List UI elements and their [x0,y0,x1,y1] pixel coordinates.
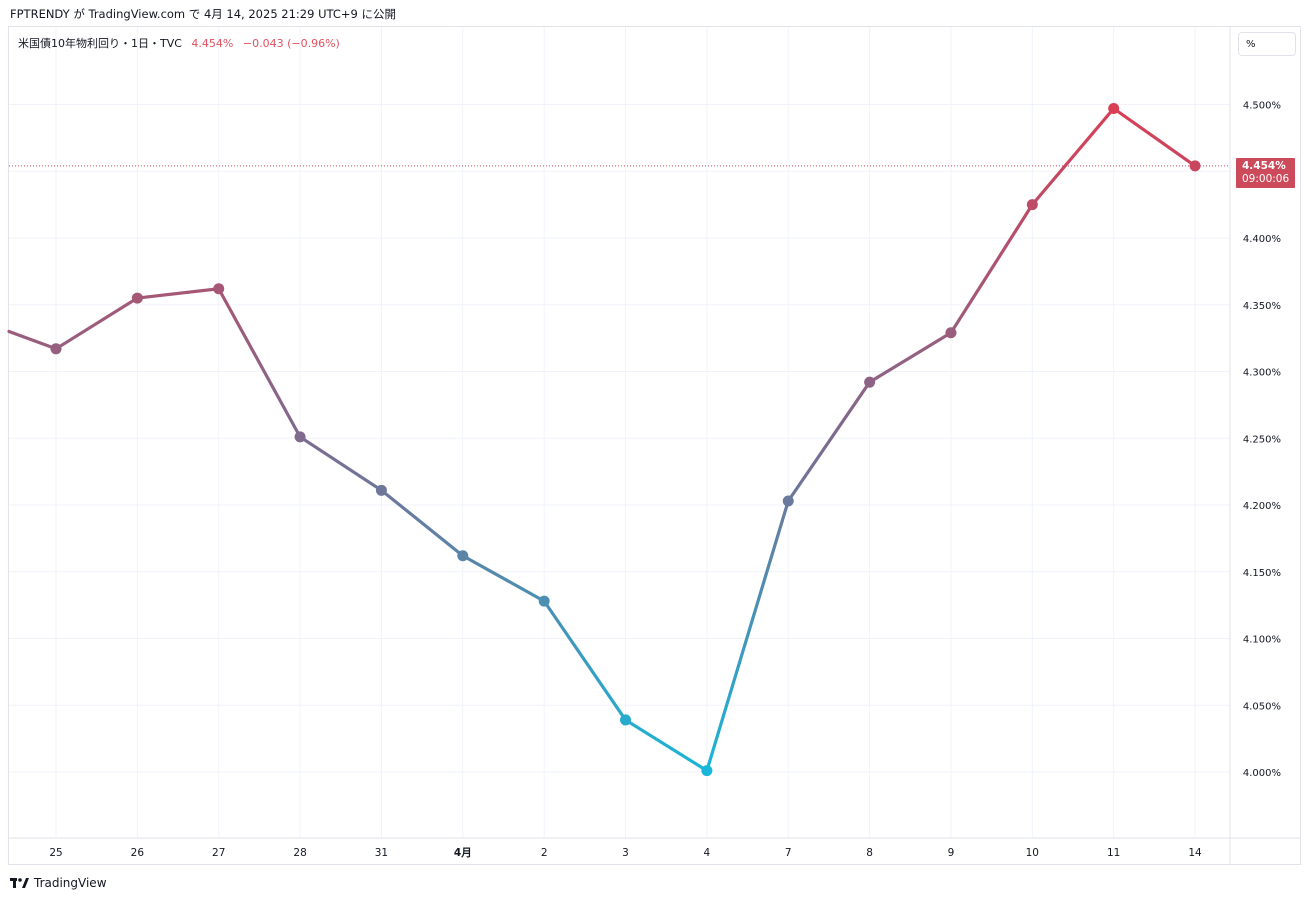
y-tick-label: 4.400% [1243,234,1281,245]
y-axis: 4.000% 4.050% 4.100% 4.150% 4.200% 4.250% 4.30… [1243,101,1281,780]
grid [9,27,1300,864]
x-tick-label: 11 [1107,847,1120,859]
x-tick-label: 8 [866,847,873,859]
publish-header: FPTRENDY が TradingView.com で 4月 14, 2025… [10,7,396,21]
y-tick-label: 4.350% [1243,301,1281,312]
x-tick-label: 4月 [454,847,472,859]
x-tick-label: 25 [49,847,62,859]
tradingview-logo[interactable]: TradingView [10,876,107,890]
last-price-value: 4.454% [1242,160,1286,172]
bar-countdown: 09:00:06 [1242,173,1290,185]
x-tick-label: 7 [785,847,792,859]
data-point [50,343,62,355]
x-tick-label: 27 [212,847,225,859]
y-tick-label: 4.300% [1243,368,1281,379]
data-point [1189,160,1201,172]
y-tick-label: 4.050% [1243,701,1281,712]
yield-series [7,103,1201,777]
x-tick-label: 31 [375,847,388,859]
tradingview-brand: TradingView [34,876,107,890]
y-tick-label: 4.100% [1243,635,1281,646]
data-point [294,431,306,443]
data-point [375,484,387,496]
data-point [213,283,225,295]
legend-value: 4.454% [191,37,234,50]
data-point [782,495,794,507]
data-point [620,714,632,726]
x-tick-label: 3 [622,847,629,859]
data-point [457,550,469,562]
legend-symbol: 米国債10年物利回り・1日・TVC [18,37,182,50]
data-point [1108,103,1120,115]
x-tick-label: 28 [293,847,306,859]
scale-unit-button[interactable]: % [1238,32,1296,56]
y-tick-label: 4.250% [1243,434,1281,445]
tradingview-logo-icon [10,878,29,888]
y-tick-label: 4.150% [1243,568,1281,579]
yield-line [7,106,1197,773]
data-point [864,376,876,388]
last-price-tag: 4.454% 09:00:06 [1236,158,1295,188]
y-tick-label: 4.500% [1243,101,1281,112]
y-tick-label: 4.200% [1243,501,1281,512]
y-tick-label: 4.000% [1243,768,1281,779]
chart-legend[interactable]: 米国債10年物利回り・1日・TVC 4.454% −0.043 (−0.96%) [18,35,340,51]
data-point [945,327,957,339]
x-tick-label: 14 [1188,847,1202,859]
x-axis: 25 26 27 28 31 4月 2 3 4 7 8 9 10 11 14 [49,847,1202,859]
data-point [1026,199,1038,211]
x-tick-label: 9 [948,847,955,859]
legend-change: −0.043 (−0.96%) [242,37,340,50]
data-point [131,292,143,304]
x-tick-label: 4 [704,847,711,859]
x-tick-label: 10 [1026,847,1039,859]
scale-unit-label: % [1246,39,1256,50]
x-tick-label: 26 [131,847,145,859]
chart-frame [8,26,1301,865]
data-point [538,595,550,607]
x-tick-label: 2 [541,847,548,859]
data-point [701,765,713,777]
